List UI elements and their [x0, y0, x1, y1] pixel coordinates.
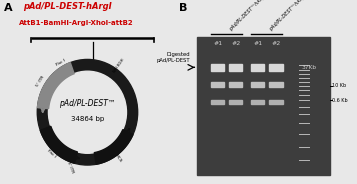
- Bar: [251, 100, 264, 104]
- Bar: [270, 82, 282, 87]
- Bar: [211, 82, 224, 87]
- Text: AttB1-BamHI-ArgI-XhoI-attB2: AttB1-BamHI-ArgI-XhoI-attB2: [19, 20, 134, 26]
- Text: WH BGH: WH BGH: [112, 58, 125, 73]
- Text: #1: #1: [213, 41, 222, 46]
- Text: pAd/PL-DEST™hArgI: pAd/PL-DEST™hArgI: [228, 0, 267, 32]
- Bar: [229, 100, 242, 104]
- Polygon shape: [37, 63, 74, 109]
- Text: 37Kb: 37Kb: [301, 65, 317, 70]
- Bar: [229, 82, 242, 87]
- Bar: [270, 64, 282, 71]
- Text: #1: #1: [253, 41, 262, 46]
- Text: 3' ITR: 3' ITR: [66, 161, 75, 174]
- Text: 34864 bp: 34864 bp: [71, 116, 104, 122]
- Text: #2: #2: [231, 41, 241, 46]
- Text: 10 Kb: 10 Kb: [332, 83, 347, 88]
- Bar: [270, 100, 282, 104]
- Text: #2: #2: [271, 41, 281, 46]
- Text: pAd/PL-DEST-hArgI: pAd/PL-DEST-hArgI: [23, 2, 111, 11]
- Circle shape: [37, 59, 138, 165]
- Text: B: B: [178, 3, 187, 13]
- Text: Pac I: Pac I: [47, 149, 57, 159]
- Bar: [251, 64, 264, 71]
- Text: pAd/PL-DEST™: pAd/PL-DEST™: [59, 100, 116, 108]
- Circle shape: [49, 71, 126, 153]
- Bar: [251, 82, 264, 87]
- Text: A: A: [4, 3, 12, 13]
- Bar: [229, 64, 242, 71]
- Bar: [197, 37, 330, 175]
- Text: Pac I: Pac I: [55, 59, 66, 67]
- Text: pAd/PL-DEST™hArgII: pAd/PL-DEST™hArgII: [269, 0, 308, 32]
- Text: Digested
pAd/PL-DEST: Digested pAd/PL-DEST: [157, 52, 190, 63]
- Text: MCS: MCS: [114, 153, 122, 163]
- Text: 0.6 Kb: 0.6 Kb: [332, 98, 348, 103]
- Polygon shape: [94, 130, 133, 164]
- Bar: [211, 64, 224, 71]
- Bar: [211, 100, 224, 104]
- Text: 5' ITR: 5' ITR: [35, 75, 45, 88]
- Polygon shape: [40, 126, 77, 163]
